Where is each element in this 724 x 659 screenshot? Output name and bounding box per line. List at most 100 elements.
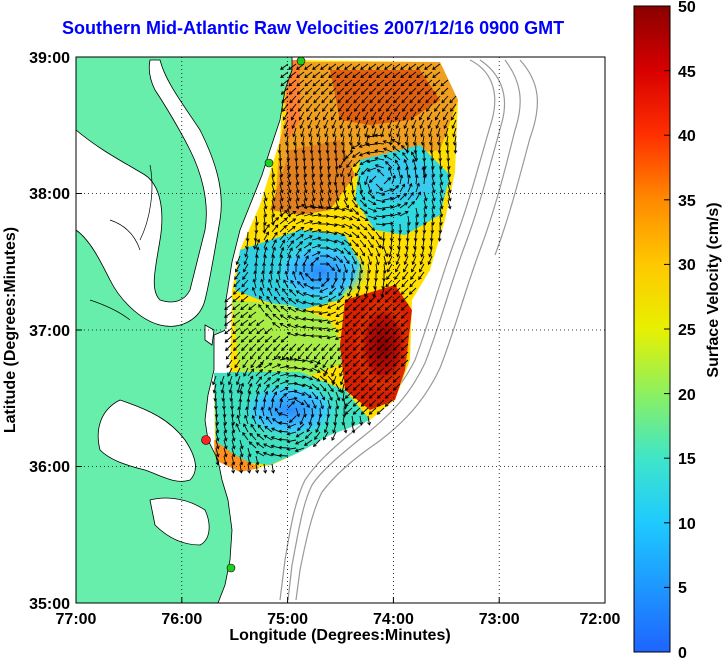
velocity-arrowhead <box>317 236 322 241</box>
velocity-arrowhead <box>348 141 353 146</box>
velocity-arrow <box>385 311 393 319</box>
velocity-arrow <box>271 364 281 369</box>
velocity-arrow <box>278 447 289 449</box>
velocity-arrowhead <box>396 245 401 250</box>
velocity-arrow <box>377 407 385 415</box>
velocity-arrowhead <box>352 371 357 375</box>
velocity-arrow <box>311 391 319 400</box>
velocity-arrowhead <box>384 299 389 303</box>
velocity-arrowhead <box>239 461 244 466</box>
velocity-arrow <box>295 325 305 329</box>
velocity-arrowhead <box>392 323 397 327</box>
velocity-arrow <box>305 87 313 95</box>
velocity-arrowhead <box>348 233 353 238</box>
velocity-arrowhead <box>289 355 294 360</box>
velocity-arrowhead <box>264 390 269 395</box>
velocity-arrow <box>288 71 297 78</box>
velocity-arrow <box>361 319 369 327</box>
velocity-arrowhead <box>311 205 316 210</box>
velocity-arrowhead <box>273 296 278 300</box>
velocity-arrow <box>375 207 385 210</box>
velocity-arrow <box>233 287 241 295</box>
velocity-arrow <box>446 143 449 154</box>
velocity-arrow <box>385 279 393 288</box>
velocity-arrowhead <box>417 191 421 196</box>
velocity-arrow <box>420 127 425 137</box>
velocity-arrow <box>424 71 433 78</box>
velocity-arrowhead <box>323 378 328 383</box>
x-tick-label: 77:00 <box>56 611 97 628</box>
velocity-arrow <box>327 319 337 324</box>
velocity-arrow <box>392 71 401 78</box>
velocity-arrow <box>386 103 393 112</box>
velocity-arrowhead <box>262 222 267 226</box>
velocity-arrow <box>225 343 233 351</box>
velocity-arrowhead <box>303 283 307 287</box>
velocity-arrowhead <box>258 303 262 308</box>
velocity-arrow <box>335 223 345 228</box>
velocity-arrowhead <box>310 166 315 170</box>
velocity-arrow <box>257 343 265 351</box>
velocity-arrowhead <box>392 74 396 79</box>
velocity-arrow <box>447 175 451 185</box>
velocity-arrowhead <box>344 307 349 311</box>
velocity-arrowhead <box>231 421 236 426</box>
velocity-arrow <box>359 255 364 265</box>
velocity-arrowhead <box>333 231 338 236</box>
velocity-arrow <box>287 382 298 385</box>
velocity-arrowhead <box>404 141 409 146</box>
velocity-arrow <box>215 407 218 418</box>
velocity-arrow <box>385 335 393 343</box>
velocity-arrowhead <box>411 125 416 129</box>
velocity-arrowhead <box>411 261 416 266</box>
velocity-arrow <box>231 447 235 457</box>
velocity-arrow <box>391 204 401 209</box>
velocity-arrowhead <box>368 82 373 87</box>
velocity-arrowhead <box>360 171 365 176</box>
velocity-arrowhead <box>284 133 288 138</box>
velocity-arrow <box>422 166 425 177</box>
velocity-arrowhead <box>400 144 405 149</box>
velocity-arrowhead <box>344 347 349 351</box>
velocity-arrow <box>431 199 435 209</box>
velocity-arrow <box>341 135 345 145</box>
velocity-arrow <box>403 111 409 121</box>
velocity-arrowhead <box>360 315 365 319</box>
velocity-arrow <box>439 199 443 209</box>
velocity-arrowhead <box>402 276 406 281</box>
velocity-arrow <box>385 391 393 399</box>
velocity-arrow <box>294 143 297 154</box>
velocity-arrow <box>287 159 290 169</box>
colorbar-tick-label: 45 <box>678 64 696 81</box>
velocity-arrow <box>247 231 249 242</box>
velocity-arrow <box>414 239 417 249</box>
velocity-arrowhead <box>345 99 349 104</box>
velocity-arrowhead <box>315 429 319 433</box>
velocity-arrow <box>327 255 337 261</box>
velocity-arrow <box>346 103 353 112</box>
velocity-arrowhead <box>392 91 397 95</box>
velocity-arrowhead <box>452 141 457 146</box>
velocity-arrow <box>337 351 345 360</box>
colorbar: 50 45 40 35 30 25 20 15 10 5 0 Surface V… <box>633 0 722 659</box>
velocity-arrow <box>337 87 345 95</box>
velocity-arrow <box>392 79 401 87</box>
velocity-arrowhead <box>395 261 400 266</box>
velocity-arrow <box>431 231 433 242</box>
velocity-arrow <box>279 255 283 265</box>
velocity-arrowhead <box>382 147 387 152</box>
velocity-arrowhead <box>368 323 373 327</box>
velocity-arrowhead <box>323 429 328 434</box>
velocity-arrowhead <box>312 443 317 448</box>
velocity-arrowhead <box>280 338 285 343</box>
velocity-arrow <box>224 319 233 326</box>
velocity-arrowhead <box>308 242 313 246</box>
velocity-arrowhead <box>354 116 359 121</box>
velocity-arrowhead <box>416 91 421 95</box>
velocity-arrow <box>422 239 425 249</box>
velocity-arrow <box>377 327 385 335</box>
velocity-arrowhead <box>288 419 293 424</box>
velocity-arrow <box>368 63 377 70</box>
velocity-arrow <box>336 63 345 70</box>
velocity-arrowhead <box>318 278 322 282</box>
